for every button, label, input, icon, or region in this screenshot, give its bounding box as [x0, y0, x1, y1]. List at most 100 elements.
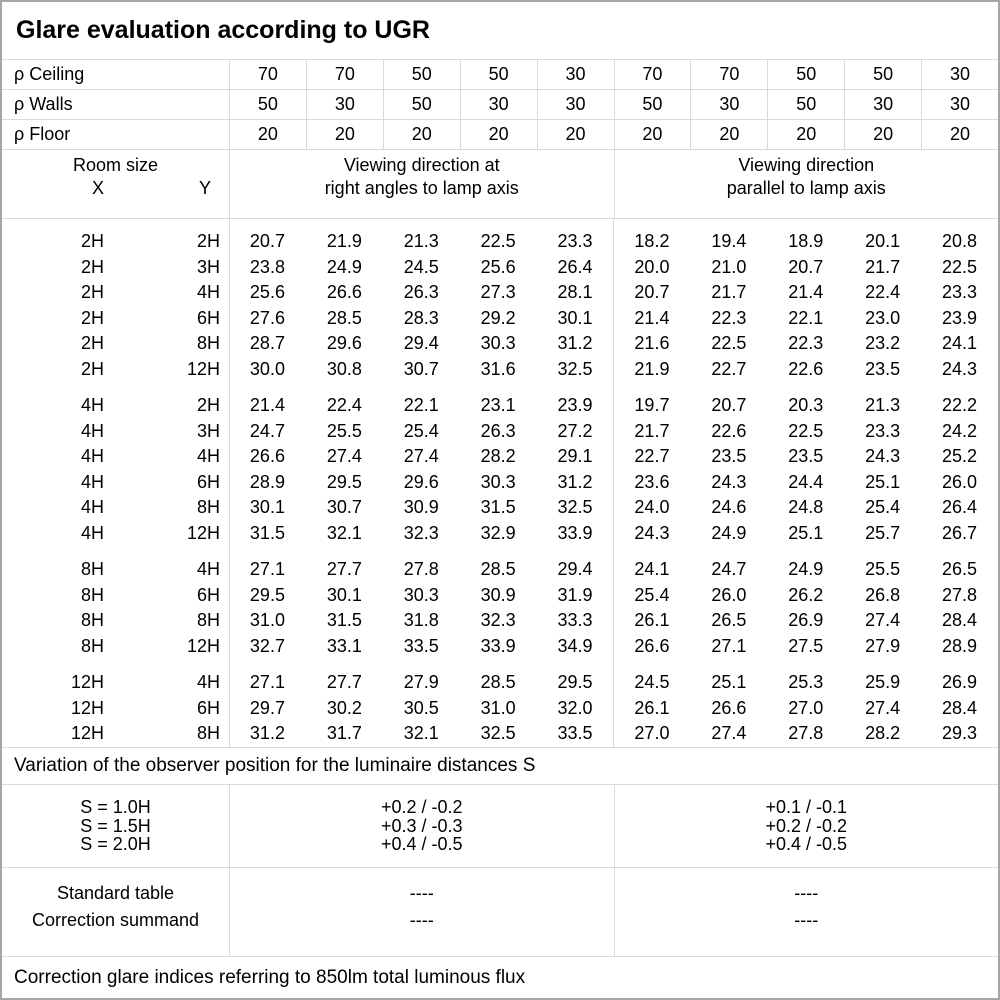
ugr-value: 26.0 — [711, 584, 747, 605]
ugr-value: 26.5 — [942, 559, 978, 579]
s-variation-left-column: +0.2 / -0.2 +0.3 / -0.3 +0.4 / -0.5 — [229, 785, 614, 867]
ugr-value: 28.2 — [865, 723, 901, 743]
variation-note: Variation of the observer position for t… — [2, 748, 998, 785]
summary-value-left: ---- — [409, 883, 434, 903]
ugr-value: 32.1 — [403, 723, 439, 743]
ugr-value: 29.6 — [326, 333, 362, 353]
room-size-y: 2H — [196, 395, 220, 415]
ugr-value: 25.6 — [480, 256, 516, 277]
ugr-value: 26.1 — [634, 697, 670, 718]
ugr-value: 23.3 — [557, 231, 593, 251]
column-divider — [613, 219, 614, 747]
ugr-value: 29.1 — [557, 446, 593, 466]
ugr-value: 26.6 — [326, 282, 362, 302]
ugr-value: 30.1 — [326, 584, 362, 605]
ugr-value: 25.4 — [865, 497, 901, 517]
ugr-value: 24.3 — [634, 522, 670, 543]
ugr-value: 25.4 — [634, 584, 670, 605]
ugr-value: 29.7 — [249, 697, 285, 718]
ugr-value: 27.6 — [249, 307, 285, 328]
ugr-value: 25.1 — [788, 522, 824, 543]
ugr-value: 21.9 — [326, 231, 362, 251]
ugr-value: 29.4 — [557, 559, 593, 579]
ugr-value: 26.9 — [942, 672, 978, 692]
ugr-value: 32.1 — [326, 522, 362, 543]
room-size-x: 8H — [80, 610, 104, 630]
ugr-value: 23.9 — [942, 307, 978, 328]
table-row: 4H 12H 31.5 32.1 32.3 32.9 33.9 24.3 24.9 25.1 25.… — [2, 521, 998, 547]
ugr-value: 22.4 — [865, 282, 901, 302]
ugr-value: 29.5 — [557, 672, 593, 692]
ugr-value: 26.1 — [634, 610, 670, 630]
ugr-value: 18.2 — [634, 231, 670, 251]
ugr-value: 27.4 — [865, 697, 901, 718]
table-row: 4H 2H 21.4 22.4 22.1 23.1 23.9 19.7 20.7 20.3 21.3… — [2, 393, 998, 419]
ugr-value: 27.2 — [557, 420, 593, 441]
s-variation-right-column: +0.1 / -0.1 +0.2 / -0.2 +0.4 / -0.5 — [613, 785, 999, 867]
ugr-value: 30.9 — [480, 584, 516, 605]
reflectance-row-ceiling: ρ Ceiling 70 70 50 50 30 70 70 50 50 30 — [2, 60, 998, 90]
ugr-value: 22.2 — [942, 395, 978, 415]
room-size-y: 12H — [186, 522, 220, 543]
s-variation-right: +0.1 / -0.1 — [765, 797, 848, 818]
ugr-value: 27.1 — [711, 635, 747, 656]
ugr-value: 21.4 — [788, 282, 824, 302]
ugr-value: 22.3 — [788, 333, 824, 353]
reflectance-value: 30 — [305, 90, 383, 119]
room-size-y: 3H — [196, 256, 220, 277]
summary-left-column: ---- ---- — [229, 868, 614, 956]
s-variation-left: +0.2 / -0.2 — [380, 797, 463, 818]
ugr-value: 23.2 — [865, 333, 901, 353]
ugr-value: 27.8 — [788, 723, 824, 743]
ugr-value: 30.8 — [326, 358, 362, 379]
ugr-value: 22.5 — [480, 231, 516, 251]
ugr-value: 27.4 — [403, 446, 439, 466]
ugr-value: 24.4 — [788, 471, 824, 492]
ugr-value: 30.2 — [326, 697, 362, 718]
reflectance-label: ρ Ceiling — [14, 64, 85, 84]
room-size-y: 8H — [196, 497, 220, 517]
reflectance-value: 30 — [536, 60, 614, 89]
ugr-value: 33.3 — [557, 610, 593, 630]
room-size-x: 8H — [80, 584, 104, 605]
ugr-value: 22.5 — [942, 256, 978, 277]
ugr-value: 27.9 — [403, 672, 439, 692]
ugr-value: 24.1 — [634, 559, 670, 579]
ugr-value: 31.5 — [480, 497, 516, 517]
summary-value-right: ---- — [794, 883, 819, 903]
ugr-value: 28.5 — [480, 559, 516, 579]
ugr-value: 33.9 — [480, 635, 516, 656]
ugr-value: 29.3 — [942, 723, 978, 743]
reflectance-label: ρ Walls — [14, 94, 73, 114]
ugr-value: 20.7 — [788, 256, 824, 277]
reflectance-value: 20 — [690, 120, 767, 149]
header-line: parallel to lamp axis — [726, 178, 886, 198]
table-row: 12H 6H 29.7 30.2 30.5 31.0 32.0 26.1 26.6 27.0 27.… — [2, 696, 998, 722]
room-size-y: 4H — [196, 672, 220, 692]
ugr-value: 31.5 — [249, 522, 285, 543]
room-size-y: 12H — [186, 635, 220, 656]
ugr-value: 26.8 — [865, 584, 901, 605]
ugr-value: 31.2 — [557, 333, 593, 353]
reflectance-label: ρ Floor — [14, 124, 71, 144]
s-distance-label: S = 2.0H — [80, 834, 151, 855]
table-row: 4H 8H 30.1 30.7 30.9 31.5 32.5 24.0 24.6 24.8 25.4… — [2, 495, 998, 521]
ugr-value: 29.6 — [403, 471, 439, 492]
ugr-value: 23.9 — [557, 395, 593, 415]
ugr-value: 20.3 — [788, 395, 824, 415]
ugr-value: 27.8 — [403, 559, 439, 579]
title-row: Glare evaluation according to UGR — [2, 2, 998, 60]
ugr-value: 28.7 — [249, 333, 285, 353]
reflectance-value: 50 — [382, 60, 460, 89]
reflectance-value: 30 — [536, 90, 614, 119]
room-size-y: 12H — [186, 358, 220, 379]
table-row: 8H 8H 31.0 31.5 31.8 32.3 33.3 26.1 26.5 26.9 27.4… — [2, 608, 998, 634]
ugr-value: 21.4 — [634, 307, 670, 328]
ugr-value: 31.2 — [249, 723, 285, 743]
ugr-value: 29.5 — [326, 471, 362, 492]
summary-value-right: ---- — [794, 910, 819, 930]
ugr-value: 30.5 — [403, 697, 439, 718]
ugr-value: 30.1 — [557, 307, 593, 328]
reflectance-value: 20 — [382, 120, 460, 149]
ugr-value: 27.9 — [865, 635, 901, 656]
